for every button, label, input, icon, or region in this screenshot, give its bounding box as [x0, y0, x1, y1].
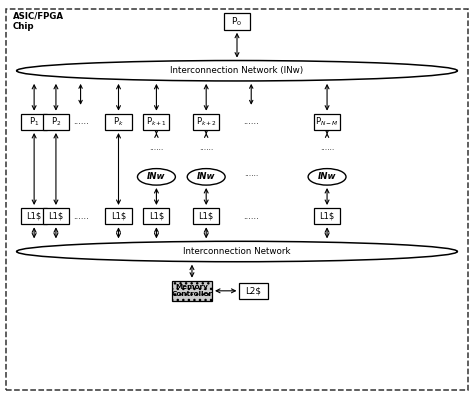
Bar	[193, 208, 219, 224]
Text: L1$: L1$	[199, 212, 214, 220]
Text: ......: ......	[199, 143, 213, 152]
Text: P$_k$: P$_k$	[113, 116, 124, 128]
Bar	[193, 114, 219, 130]
Text: P$_{N-M}$: P$_{N-M}$	[315, 116, 339, 128]
Text: ......: ......	[149, 143, 164, 152]
Text: L1$: L1$	[27, 212, 42, 220]
Text: L1$: L1$	[111, 212, 126, 220]
Bar	[106, 208, 132, 224]
Bar	[314, 208, 340, 224]
Bar	[143, 208, 170, 224]
Text: INw: INw	[318, 173, 337, 181]
Ellipse shape	[17, 61, 457, 81]
Text: ......: ......	[320, 143, 334, 152]
Text: L1$: L1$	[149, 212, 164, 220]
Bar	[106, 114, 132, 130]
Text: L1$: L1$	[319, 212, 335, 220]
Text: ASIC/FPGA
Chip: ASIC/FPGA Chip	[13, 12, 64, 31]
Bar	[143, 114, 170, 130]
Text: Interconnection Network: Interconnection Network	[183, 247, 291, 256]
Text: Memory
Controller: Memory Controller	[172, 284, 212, 298]
Text: ......: ......	[243, 212, 259, 220]
Text: P$_2$: P$_2$	[51, 116, 61, 128]
Ellipse shape	[308, 169, 346, 185]
Bar	[21, 114, 47, 130]
Text: ......: ......	[73, 118, 89, 126]
Ellipse shape	[187, 169, 225, 185]
Bar	[224, 13, 250, 30]
Text: ......: ......	[243, 118, 259, 126]
Text: ......: ......	[244, 169, 258, 178]
Text: P$_0$: P$_0$	[231, 15, 243, 28]
Text: INw: INw	[147, 173, 166, 181]
Bar	[172, 281, 212, 301]
Text: ......: ......	[73, 212, 89, 220]
Text: Interconnection Network (INw): Interconnection Network (INw)	[170, 66, 304, 75]
Text: L1$: L1$	[48, 212, 64, 220]
Text: P$_1$: P$_1$	[29, 116, 39, 128]
Text: P$_{k+2}$: P$_{k+2}$	[196, 116, 217, 128]
Bar	[239, 283, 268, 299]
Text: P$_{k+1}$: P$_{k+1}$	[146, 116, 167, 128]
Bar	[314, 114, 340, 130]
Bar	[43, 114, 69, 130]
Text: INw: INw	[197, 173, 216, 181]
Ellipse shape	[17, 241, 457, 262]
Bar	[43, 208, 69, 224]
Ellipse shape	[137, 169, 175, 185]
Text: L2$: L2$	[246, 286, 262, 295]
Bar	[21, 208, 47, 224]
